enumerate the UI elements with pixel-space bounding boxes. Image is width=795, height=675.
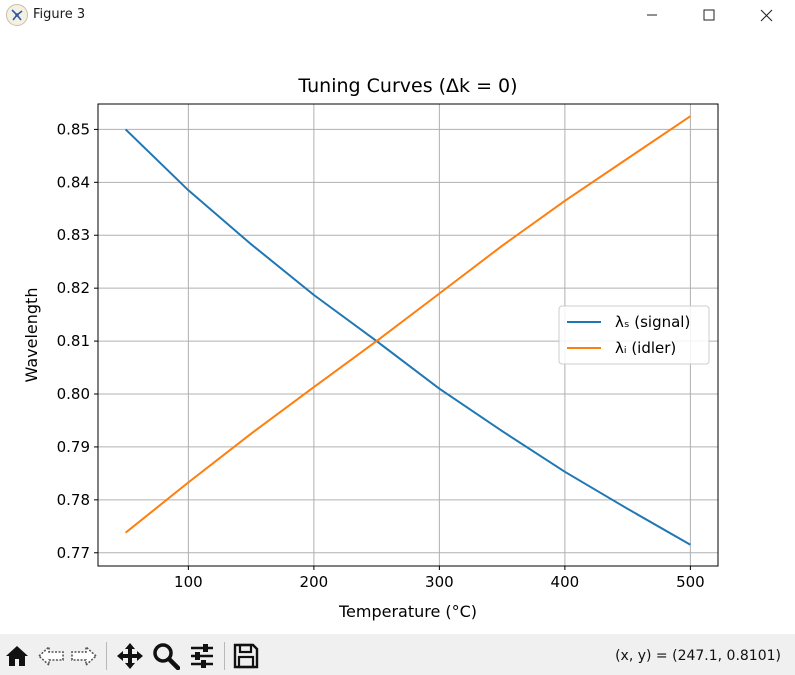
axes-frame [97, 103, 719, 567]
minimize-icon [647, 14, 657, 16]
maximize-button[interactable] [680, 0, 738, 30]
y-tick-label: 0.82 [57, 279, 90, 297]
window-title: Figure 3 [33, 7, 86, 22]
y-tick-label: 0.78 [57, 491, 90, 509]
line-chart: 100 200 300 400 500 0.77 0.78 0.79 0.80 0.81 0.82 0… [22, 75, 719, 621]
legend-label: λₛ (signal) [615, 313, 690, 331]
home-icon [6, 646, 28, 666]
x-tick-label: 300 [425, 573, 454, 591]
toolbar-separator [106, 642, 107, 670]
x-axis-label: Temperature (°C) [338, 602, 477, 621]
x-tick-label: 200 [300, 573, 329, 591]
y-tick-label: 0.79 [57, 438, 90, 456]
cursor-coordinates: (x, y) = (247.1, 0.8101) [615, 648, 781, 664]
legend-box [558, 305, 710, 365]
home-button[interactable] [3, 642, 31, 670]
y-tick-label: 0.77 [57, 544, 90, 562]
configure-subplots-icon [191, 644, 213, 668]
y-tick-label: 0.81 [57, 332, 90, 350]
chart-title: Tuning Curves (Δk = 0) [297, 75, 517, 97]
legend: λₛ (signal) λᵢ (idler) [558, 305, 710, 365]
forward-button[interactable] [70, 642, 98, 670]
x-tick-label: 500 [676, 573, 705, 591]
toolbar-separator [224, 642, 225, 670]
x-tick-label: 100 [174, 573, 203, 591]
pan-icon [117, 643, 143, 669]
y-tick-label: 0.84 [57, 173, 90, 191]
chart-container: 100 200 300 400 500 0.77 0.78 0.79 0.80 0.81 0.82 0… [0, 30, 795, 634]
zoom-icon [153, 643, 180, 670]
pan-button[interactable] [116, 642, 144, 670]
maximize-icon [703, 9, 715, 21]
y-tick-label: 0.80 [57, 385, 90, 403]
configure-subplots-button[interactable] [188, 642, 216, 670]
close-icon [760, 9, 772, 21]
minimize-button[interactable] [623, 0, 681, 30]
zoom-button[interactable] [152, 642, 180, 670]
matplotlib-figure-icon [6, 4, 28, 26]
window-titlebar: Figure 3 [0, 0, 795, 30]
y-tick-label: 0.85 [57, 120, 90, 138]
forward-icon [71, 645, 98, 667]
idler-series-line [124, 115, 691, 534]
y-axis-label: Wavelength [22, 288, 41, 383]
legend-label: λᵢ (idler) [615, 339, 676, 357]
navigation-toolbar: (x, y) = (247.1, 0.8101) [0, 634, 795, 675]
series-lines [124, 115, 691, 546]
back-button[interactable] [37, 642, 65, 670]
save-icon [233, 643, 259, 669]
signal-series-line [124, 128, 691, 546]
back-icon [37, 645, 64, 667]
ticks: 100 200 300 400 500 0.77 0.78 0.79 0.80 0.81 0.82 0… [57, 120, 705, 591]
y-tick-label: 0.83 [57, 226, 90, 244]
x-tick-label: 400 [551, 573, 580, 591]
save-button[interactable] [232, 642, 260, 670]
close-button[interactable] [737, 0, 795, 30]
